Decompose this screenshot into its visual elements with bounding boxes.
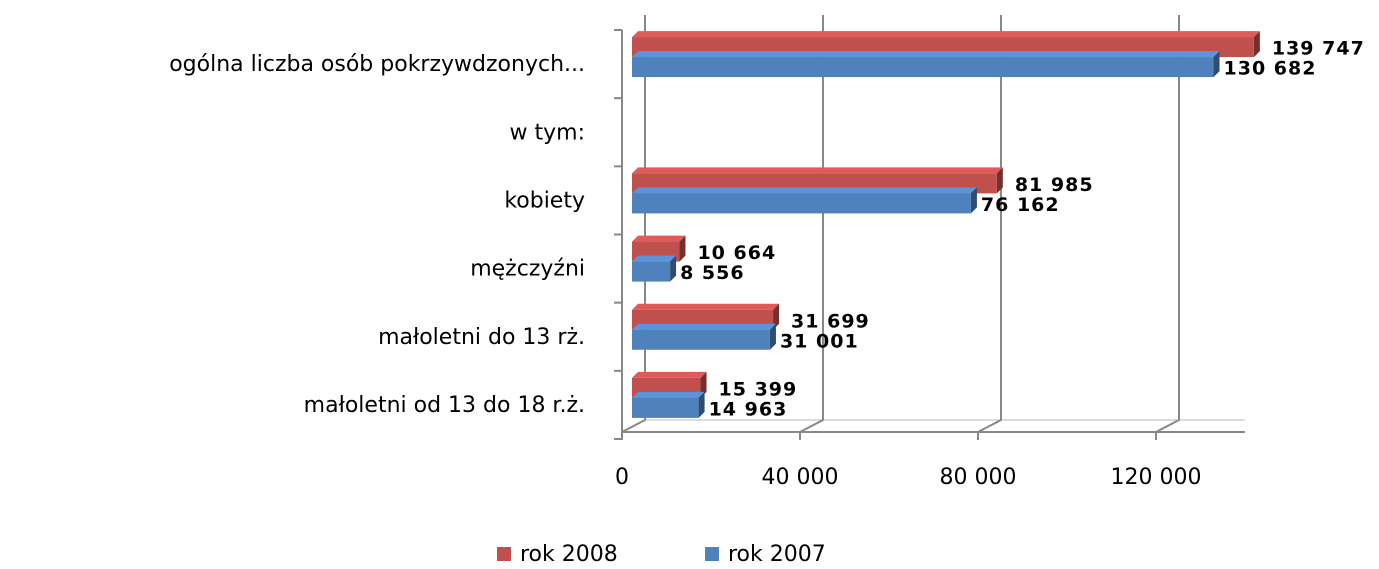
- value-label: 130 682: [1224, 58, 1317, 80]
- category-label: w tym:: [510, 120, 585, 145]
- value-label: 8 556: [680, 262, 745, 284]
- x-tick-label: 0: [615, 465, 629, 490]
- bar-top: [632, 323, 776, 330]
- bar-top: [632, 167, 1003, 174]
- value-label: 15 399: [719, 378, 798, 400]
- bar: [632, 397, 699, 418]
- value-label: 10 664: [697, 242, 776, 264]
- bar: [632, 57, 1214, 78]
- legend-swatch: [705, 547, 719, 561]
- value-label: 31 699: [791, 310, 870, 332]
- legend-label: rok 2007: [728, 542, 826, 567]
- bar: [632, 193, 971, 214]
- bar-side: [769, 323, 776, 350]
- bar-side: [1213, 51, 1220, 78]
- bar-side: [970, 187, 977, 214]
- value-label: 139 747: [1272, 38, 1365, 60]
- grid-line: [621, 15, 646, 433]
- legend-swatch: [497, 547, 511, 561]
- value-label: 76 162: [981, 194, 1060, 216]
- bar: [632, 329, 770, 350]
- category-label: kobiety: [504, 188, 585, 213]
- bar-top: [632, 51, 1220, 58]
- value-label: 31 001: [780, 330, 859, 352]
- category-label: małoletni od 13 do 18 r.ż.: [304, 393, 585, 418]
- bar-top: [632, 303, 780, 310]
- bar-side: [698, 391, 705, 418]
- bar-top: [632, 31, 1260, 38]
- bar-top: [632, 391, 705, 398]
- bar-top: [632, 187, 977, 194]
- bar-side: [679, 235, 686, 262]
- value-label: 81 985: [1015, 174, 1094, 196]
- category-label: małoletni do 13 rż.: [378, 325, 585, 350]
- x-tick-label: 80 000: [940, 465, 1017, 490]
- category-label: mężczyźni: [470, 257, 585, 282]
- legend-label: rok 2008: [520, 542, 618, 567]
- bar-top: [632, 371, 707, 378]
- bar-side: [670, 255, 677, 282]
- category-label: ogólna liczba osób pokrzywdzonych...: [169, 52, 585, 77]
- x-tick-label: 40 000: [762, 465, 839, 490]
- bar-side: [1253, 31, 1260, 58]
- bar: [632, 261, 671, 282]
- bar-side: [700, 371, 707, 398]
- grid-line: [799, 15, 824, 433]
- bar-side: [996, 167, 1003, 194]
- bar-side: [773, 303, 780, 330]
- grid-line: [977, 15, 1002, 433]
- bar-top: [632, 235, 686, 242]
- x-tick-label: 120 000: [1111, 465, 1202, 490]
- bar-top: [632, 255, 677, 262]
- grid-line: [1155, 15, 1180, 433]
- value-label: 14 963: [709, 398, 788, 420]
